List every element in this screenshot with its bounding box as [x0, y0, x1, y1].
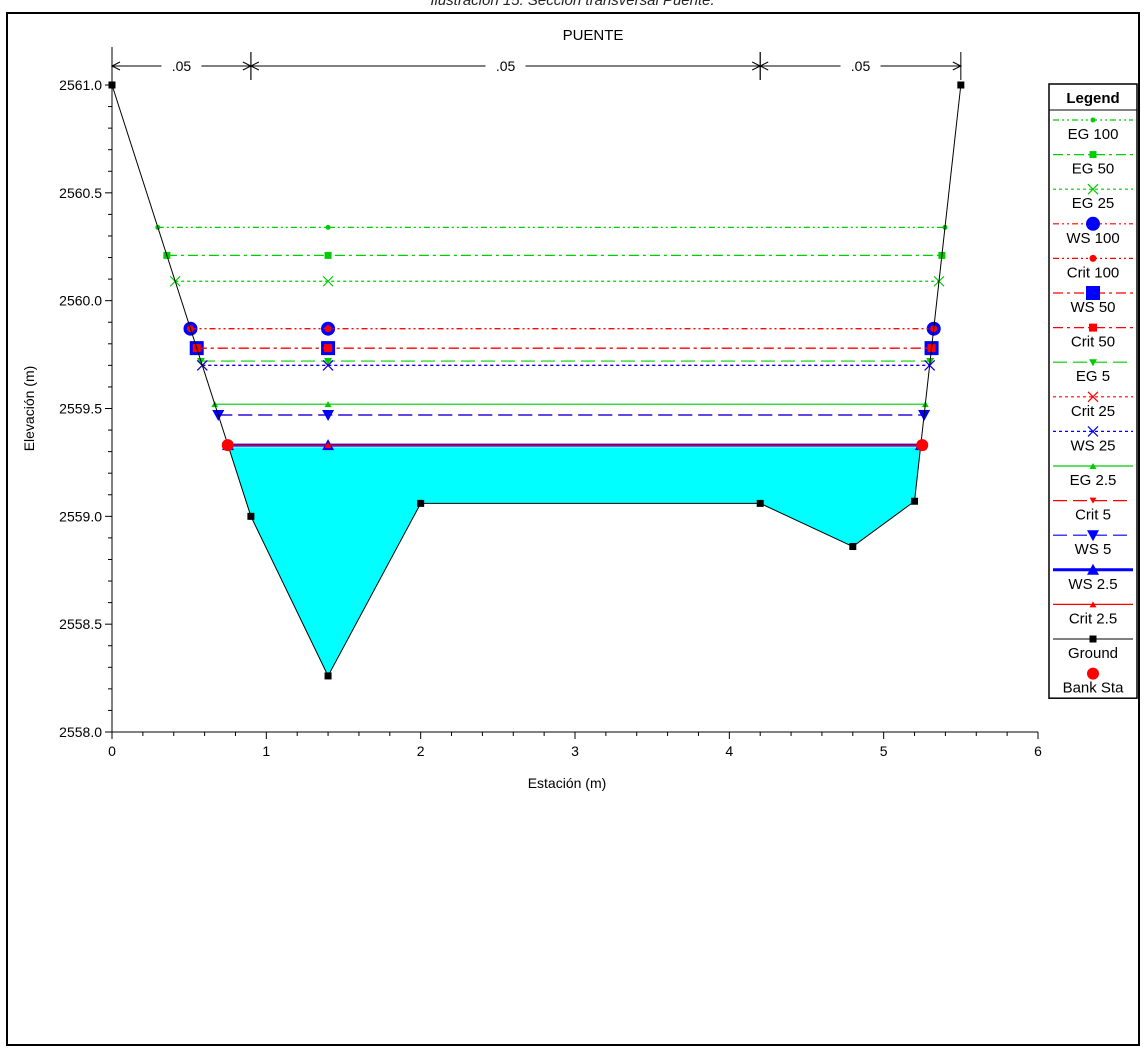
ground-point: [957, 81, 965, 89]
legend-entry-label: Crit 50: [1071, 334, 1115, 351]
x-tick-label: 5: [880, 743, 888, 759]
legend-marker: [1087, 530, 1099, 542]
series-marker-crit-50: [324, 344, 333, 353]
chart-title: PUENTE: [563, 27, 624, 44]
cross-section-chart: 2558.02558.52559.02559.52560.02560.52561…: [21, 27, 1138, 791]
series-marker-ws-25: [322, 359, 334, 371]
ground-point: [108, 81, 116, 89]
legend-entry-label: WS 100: [1066, 230, 1119, 247]
manning-label: .05: [851, 58, 871, 74]
legend-marker: [1089, 497, 1097, 504]
series-marker-ws-5: [322, 409, 335, 421]
legend-marker: [1087, 183, 1099, 195]
legend-marker: [1089, 151, 1097, 159]
legend-entry-label: EG 100: [1068, 126, 1119, 143]
series-marker-crit-100: [324, 325, 332, 333]
legend-marker: [1087, 425, 1099, 437]
legend-entry-label: Crit 25: [1071, 403, 1115, 420]
legend-entry-label: EG 5: [1076, 368, 1110, 385]
series-marker-crit-2-5: [324, 442, 332, 449]
y-tick-label: 2559.5: [59, 401, 102, 417]
legend-entry-label: WS 2.5: [1068, 576, 1117, 593]
legend-marker: [1087, 563, 1099, 575]
x-tick-label: 4: [725, 743, 733, 759]
legend-marker: [1089, 601, 1097, 608]
legend-entry-label: WS 25: [1070, 437, 1115, 454]
bank-station-marker: [221, 439, 234, 452]
figure-caption: Ilustración 15: Sección transversal Puen…: [430, 0, 715, 9]
bank-station-marker: [916, 439, 929, 452]
series-marker-eg-5: [324, 358, 333, 366]
legend-marker: [1089, 635, 1097, 643]
manning-arrow: [249, 61, 260, 71]
ground-point: [324, 672, 332, 680]
series-marker-eg-100: [325, 224, 331, 230]
legend: Legend EG 100 EG 50 EG 25 WS 100 Crit 100 WS 5…: [1048, 83, 1138, 699]
x-tick-label: 6: [1034, 743, 1042, 759]
series-marker-eg-2-5: [324, 401, 332, 408]
legend-marker: [1086, 286, 1100, 300]
x-axis-label: Estación (m): [528, 775, 607, 791]
ground-point: [911, 497, 919, 505]
legend-entry-label: EG 2.5: [1070, 472, 1117, 489]
legend-entry-label: Crit 100: [1067, 264, 1120, 281]
x-tick-label: 1: [262, 743, 270, 759]
legend-entry-label: Crit 2.5: [1069, 610, 1117, 627]
water-area: [228, 447, 921, 676]
manning-arrow: [110, 61, 121, 71]
legend-marker: [1086, 216, 1100, 231]
legend-entry-label: EG 50: [1072, 161, 1115, 178]
series-marker-eg-50: [324, 251, 332, 259]
y-tick-label: 2560.0: [59, 293, 102, 309]
ground-point: [849, 543, 857, 551]
x-tick-label: 2: [417, 743, 425, 759]
y-tick-label: 2559.0: [59, 508, 102, 524]
legend-entry-label: WS 5: [1075, 541, 1112, 558]
legend-entry-label: Bank Sta: [1063, 680, 1125, 697]
manning-label: .05: [172, 58, 192, 74]
ground-point: [756, 499, 764, 507]
legend-entry-label: EG 25: [1072, 195, 1115, 212]
series-marker-eg-25: [322, 275, 334, 287]
ground-point: [417, 499, 425, 507]
legend-title: Legend: [1066, 90, 1119, 107]
x-tick-label: 0: [108, 743, 116, 759]
manning-arrow: [952, 61, 962, 71]
ground-point: [247, 512, 255, 520]
legend-marker: [1087, 391, 1099, 403]
manning-arrow: [759, 61, 769, 71]
legend-entry-label: Crit 5: [1075, 507, 1111, 524]
legend-box: [1048, 83, 1138, 699]
legend-marker: [1090, 117, 1096, 123]
legend-entry-label: Ground: [1068, 645, 1118, 662]
y-tick-label: 2558.0: [59, 724, 102, 740]
legend-marker: [1089, 463, 1097, 469]
y-tick-label: 2558.5: [59, 616, 102, 632]
chart-frame: 2558.0 2558.5 2559.0 2559.5 2560.0 2560.5 2561…: [6, 12, 1140, 1046]
legend-marker: [1089, 254, 1097, 262]
y-axis-label: Elevación (m): [21, 366, 37, 452]
legend-entry-label: WS 50: [1070, 299, 1115, 316]
legend-marker: [1087, 667, 1099, 680]
x-tick-label: 3: [571, 743, 579, 759]
manning-label: .05: [496, 58, 516, 74]
legend-marker: [1089, 359, 1097, 367]
y-tick-label: 2561.0: [59, 77, 102, 93]
y-tick-label: 2560.5: [59, 185, 102, 201]
legend-marker: [1089, 323, 1097, 332]
ground-line: [111, 84, 962, 678]
